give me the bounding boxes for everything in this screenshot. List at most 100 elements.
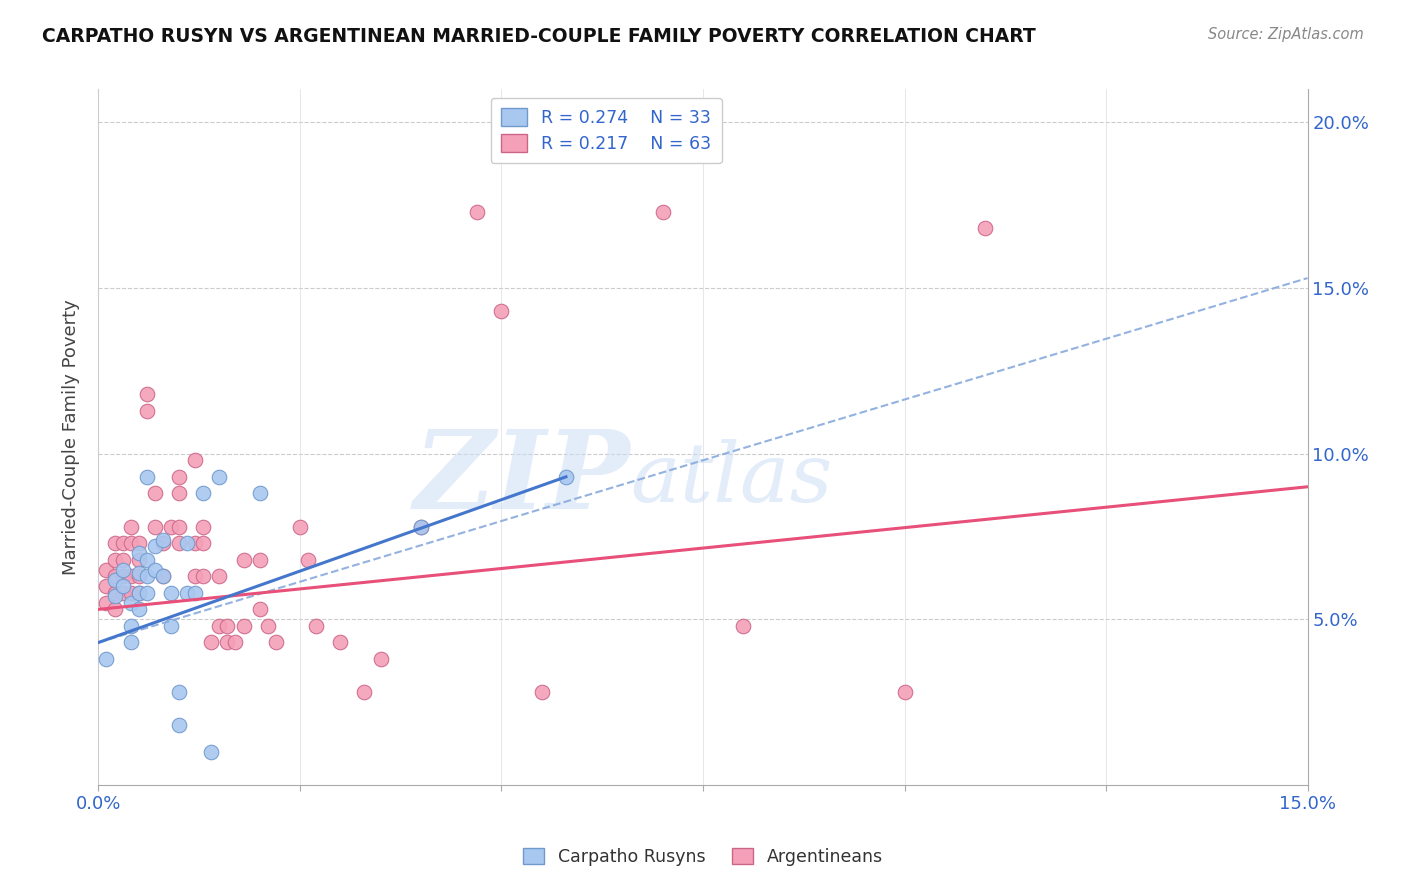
Point xyxy=(974,221,997,235)
Point xyxy=(143,563,166,577)
Point xyxy=(353,685,375,699)
Point xyxy=(103,586,125,600)
Point xyxy=(111,569,134,583)
Point xyxy=(733,619,755,633)
Point xyxy=(167,486,190,500)
Point xyxy=(167,536,190,550)
Point xyxy=(370,652,392,666)
Point xyxy=(152,536,174,550)
Point xyxy=(128,536,150,550)
Point xyxy=(208,619,231,633)
Point xyxy=(135,552,157,566)
Point xyxy=(120,519,142,533)
Point xyxy=(305,619,328,633)
Point xyxy=(143,519,166,533)
Point xyxy=(128,602,150,616)
Point xyxy=(111,586,134,600)
Text: CARPATHO RUSYN VS ARGENTINEAN MARRIED-COUPLE FAMILY POVERTY CORRELATION CHART: CARPATHO RUSYN VS ARGENTINEAN MARRIED-CO… xyxy=(42,27,1036,45)
Point xyxy=(120,586,142,600)
Point xyxy=(128,586,150,600)
Legend: Carpatho Rusyns, Argentineans: Carpatho Rusyns, Argentineans xyxy=(515,839,891,874)
Point xyxy=(152,533,174,547)
Point xyxy=(135,403,157,417)
Point xyxy=(152,569,174,583)
Point xyxy=(120,596,142,610)
Point xyxy=(232,552,254,566)
Point xyxy=(217,635,239,649)
Point xyxy=(160,519,183,533)
Point xyxy=(184,569,207,583)
Text: ZIP: ZIP xyxy=(413,425,630,533)
Point xyxy=(103,569,125,583)
Point xyxy=(297,552,319,566)
Point xyxy=(111,579,134,593)
Point xyxy=(128,569,150,583)
Point xyxy=(184,586,207,600)
Point xyxy=(135,387,157,401)
Point xyxy=(232,619,254,633)
Point xyxy=(217,619,239,633)
Point xyxy=(249,552,271,566)
Point xyxy=(176,586,198,600)
Point xyxy=(530,685,553,699)
Point xyxy=(167,718,190,732)
Point xyxy=(103,536,125,550)
Y-axis label: Married-Couple Family Poverty: Married-Couple Family Poverty xyxy=(62,299,80,575)
Point xyxy=(143,540,166,554)
Point xyxy=(200,745,222,759)
Point xyxy=(409,519,432,533)
Point xyxy=(128,552,150,566)
Point xyxy=(256,619,278,633)
Point xyxy=(465,204,488,219)
Point xyxy=(167,519,190,533)
Point xyxy=(143,486,166,500)
Point xyxy=(200,635,222,649)
Point xyxy=(184,453,207,467)
Point xyxy=(329,635,352,649)
Point xyxy=(120,635,142,649)
Point xyxy=(111,536,134,550)
Point xyxy=(249,602,271,616)
Point xyxy=(96,596,118,610)
Point xyxy=(208,470,231,484)
Point xyxy=(167,470,190,484)
Point xyxy=(193,569,215,583)
Point xyxy=(120,619,142,633)
Point xyxy=(103,589,125,603)
Point xyxy=(135,569,157,583)
Point xyxy=(103,602,125,616)
Point xyxy=(491,304,513,318)
Point xyxy=(208,569,231,583)
Point xyxy=(103,573,125,587)
Point xyxy=(128,586,150,600)
Text: Source: ZipAtlas.com: Source: ZipAtlas.com xyxy=(1208,27,1364,42)
Point xyxy=(160,586,183,600)
Point xyxy=(96,563,118,577)
Point xyxy=(128,546,150,560)
Point xyxy=(651,204,673,219)
Point xyxy=(224,635,246,649)
Point xyxy=(264,635,287,649)
Point xyxy=(193,519,215,533)
Point xyxy=(135,470,157,484)
Point xyxy=(96,652,118,666)
Point xyxy=(167,685,190,699)
Point xyxy=(184,536,207,550)
Point xyxy=(120,569,142,583)
Point xyxy=(120,536,142,550)
Point xyxy=(160,619,183,633)
Legend: R = 0.274    N = 33, R = 0.217    N = 63: R = 0.274 N = 33, R = 0.217 N = 63 xyxy=(491,98,721,163)
Point xyxy=(128,566,150,580)
Point xyxy=(135,586,157,600)
Point xyxy=(249,486,271,500)
Point xyxy=(288,519,311,533)
Point xyxy=(193,536,215,550)
Point xyxy=(176,536,198,550)
Point xyxy=(893,685,915,699)
Text: atlas: atlas xyxy=(630,439,832,519)
Point xyxy=(193,486,215,500)
Point xyxy=(409,519,432,533)
Point xyxy=(96,579,118,593)
Point xyxy=(103,552,125,566)
Point xyxy=(111,563,134,577)
